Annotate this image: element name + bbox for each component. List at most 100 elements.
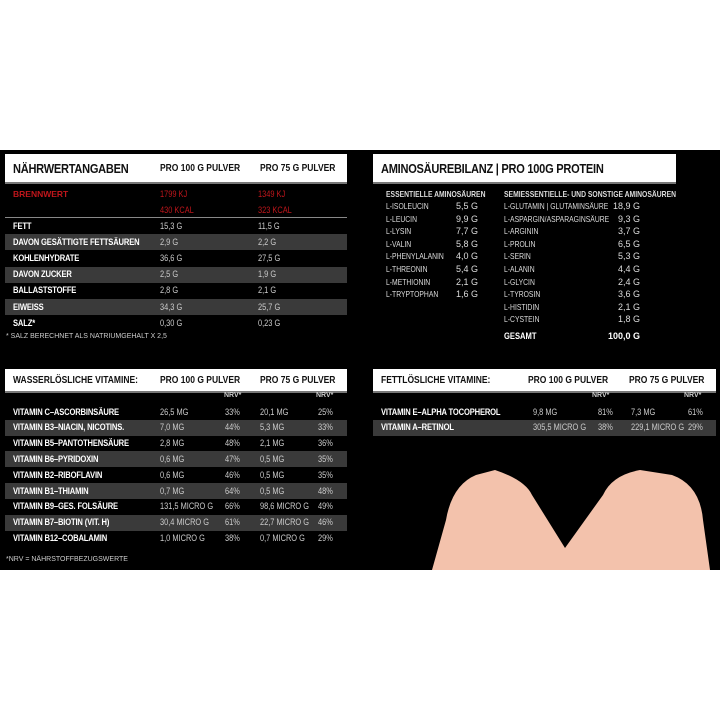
amino-value: 1,8 G [617, 314, 640, 325]
energy-label: BRENNWERT [13, 189, 69, 199]
amino-name: L-PHENYLALANIN [386, 251, 444, 262]
value-75g: 2,1 MG [260, 438, 285, 450]
row-label: DAVON GESÄTTIGTE FETTSÄUREN [13, 236, 140, 248]
value-100g: 2,5 G [160, 269, 179, 281]
naehrwerte-title: NÄHRWERTANGABEN [13, 160, 129, 176]
amino-name: L-ISOLEUCIN [386, 201, 429, 211]
water-title: WASSERLÖSLICHE VITAMINE: [13, 374, 138, 386]
value-100g: 2,8 MG [160, 438, 185, 450]
value-100g: 0,30 G [160, 317, 183, 329]
value-75g: 1,9 G [258, 269, 277, 281]
nrv-75g: 29% [318, 532, 333, 544]
amino-value: 4,4 G [617, 264, 640, 274]
vitamin-label: VITAMIN B6–PYRIDOXIN [13, 453, 99, 465]
row-label: SALZ* [13, 317, 36, 329]
vitamin-row: VITAMIN B6–PYRIDOXIN 0,6 MG 47% 0,5 MG 3… [5, 451, 347, 468]
nrv-100g: 44% [225, 422, 240, 434]
nutrition-row: EIWEISS 34,3 G 25,7 G [5, 299, 347, 315]
nutrition-row: DAVON GESÄTTIGTE FETTSÄUREN 2,9 G 2,2 G [5, 234, 347, 251]
nrv-75g: 61% [688, 406, 703, 418]
nutrition-row: FETT 15,3 G 11,5 G [5, 218, 347, 234]
amino-name: L-GLUTAMIN | GLUTAMINSÄURE [504, 201, 609, 211]
vitamin-label: VITAMIN E–ALPHA TOCOPHEROL [381, 406, 501, 418]
value-75g: 7,3 MG [631, 406, 656, 418]
energy-kj-75: 1349 KJ [258, 188, 286, 200]
row-label: KOHLENHYDRATE [13, 252, 80, 264]
amino-value: 5,8 G [455, 238, 478, 249]
amino-name: L-VALIN [386, 238, 412, 249]
value-100g: 305,5 MICRO G [533, 422, 587, 434]
fat-col-75g: PRO 75 G PULVER [629, 374, 705, 386]
nrv-75g: 49% [318, 501, 333, 513]
salt-footnote: * SALZ BERECHNET ALS NATRIUMGEHALT X 2,5 [6, 333, 167, 340]
nrv-100g: 81% [598, 406, 613, 418]
vitamin-label: VITAMIN B2–RIBOFLAVIN [13, 469, 103, 481]
vitamin-label: VITAMIN A–RETINOL [381, 422, 454, 434]
amino-name: L-PROLIN [504, 238, 536, 249]
amino-name: L-ALANIN [504, 264, 535, 274]
decorative-shape [432, 470, 710, 570]
amino-name: L-HISTIDIN [504, 301, 540, 312]
value-75g: 0,5 MG [260, 485, 285, 497]
amino-value: 18,9 G [612, 201, 640, 211]
amino-name: L-ASPARGIN/ASPARAGINSÄURE [504, 213, 610, 224]
vitamin-row: VITAMIN B9–GES. FOLSÄURE 131,5 MICRO G 6… [5, 499, 347, 515]
nutrition-panel: NÄHRWERTANGABEN PRO 100 G PULVER PRO 75 … [0, 150, 720, 570]
value-100g: 0,6 MG [160, 469, 185, 481]
amino-value: 2,1 G [617, 301, 640, 312]
nrv-75g: 48% [318, 485, 333, 497]
value-100g: 9,8 MG [533, 406, 558, 418]
naehrwerte-header: NÄHRWERTANGABEN PRO 100 G PULVER PRO 75 … [5, 154, 347, 184]
nrv-75g: 35% [318, 453, 333, 465]
amino-title: AMINOSÄUREBILANZ | PRO 100G PROTEIN [381, 160, 604, 176]
amino-name: L-LEUCIN [386, 213, 417, 224]
row-label: BALLASTSTOFFE [13, 285, 77, 297]
other-title: SEMIESSENTIELLE- UND SONSTIGE AMINOSÄURE… [504, 189, 677, 199]
nrv-100g: 48% [225, 438, 240, 450]
amino-value: 5,4 G [455, 264, 478, 274]
vitamin-label: VITAMIN B1–THIAMIN [13, 485, 89, 497]
water-col-100g: PRO 100 G PULVER [160, 374, 241, 386]
value-75g: 11,5 G [258, 220, 280, 232]
energy-kcal-100: 430 KCAL [160, 204, 194, 216]
vitamin-label: VITAMIN C–ASCORBINSÄURE [13, 406, 119, 418]
amino-total-label: GESAMT [504, 331, 537, 342]
nutrition-row: BALLASTSTOFFE 2,8 G 2,1 G [5, 283, 347, 299]
amino-value: 2,4 G [617, 276, 640, 287]
fat-title: FETTLÖSLICHE VITAMINE: [381, 374, 491, 386]
nrv-label: NRV* [316, 392, 334, 399]
vitamin-row: VITAMIN B5–PANTOTHENSÄURE 2,8 MG 48% 2,1… [5, 436, 347, 452]
nrv-label: NRV* [592, 392, 610, 399]
value-100g: 1,0 MICRO G [160, 532, 205, 544]
vitamin-row: VITAMIN B3–NIACIN, NICOTINS. 7,0 MG 44% … [5, 419, 347, 436]
nrv-75g: 33% [318, 422, 333, 434]
vitamin-label: VITAMIN B9–GES. FOLSÄURE [13, 501, 118, 513]
nrv-75g: 29% [688, 422, 703, 434]
amino-name: L-CYSTEIN [504, 314, 540, 325]
vitamin-row: VITAMIN B7–BIOTIN (VIT. H) 30,4 MICRO G … [5, 514, 347, 531]
nrv-label: NRV* [224, 392, 242, 399]
amino-value: 3,7 G [617, 226, 640, 237]
amino-name: L-METHIONIN [386, 276, 431, 287]
water-header: WASSERLÖSLICHE VITAMINE: PRO 100 G PULVE… [5, 369, 347, 393]
vitamin-label: VITAMIN B5–PANTOTHENSÄURE [13, 438, 129, 450]
value-75g: 2,2 G [258, 236, 277, 248]
value-75g: 2,1 G [258, 285, 277, 297]
vitamin-row: VITAMIN B12–COBALAMIN 1,0 MICRO G 38% 0,… [5, 530, 347, 546]
value-100g: 36,6 G [160, 252, 183, 264]
nrv-100g: 33% [225, 406, 240, 418]
vitamin-row: VITAMIN C–ASCORBINSÄURE 26,5 MG 33% 20,1… [5, 404, 347, 420]
nrv-100g: 64% [225, 485, 240, 497]
value-75g: 0,5 MG [260, 453, 285, 465]
amino-value: 1,6 G [455, 289, 478, 300]
nrv-label: NRV* [684, 392, 702, 399]
amino-value: 2,1 G [455, 276, 478, 287]
value-75g: 229,1 MICRO G [631, 422, 685, 434]
row-label: FETT [13, 220, 32, 232]
water-col-75g: PRO 75 G PULVER [260, 374, 336, 386]
nutrition-row: DAVON ZUCKER 2,5 G 1,9 G [5, 266, 347, 283]
nrv-100g: 38% [225, 532, 240, 544]
nrv-75g: 36% [318, 438, 333, 450]
nrv-100g: 46% [225, 469, 240, 481]
value-75g: 0,23 G [258, 317, 281, 329]
